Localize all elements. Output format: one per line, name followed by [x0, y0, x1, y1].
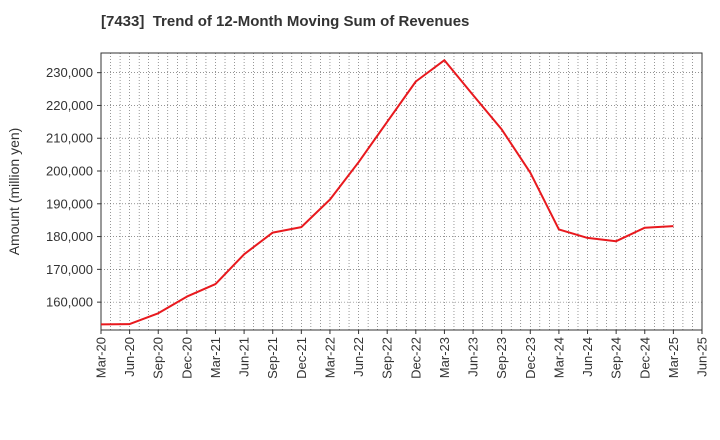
x-tick-label: Jun-25	[695, 337, 710, 377]
y-tick-label: 220,000	[46, 98, 93, 113]
y-tick-label: 210,000	[46, 131, 93, 146]
grid-lines	[101, 53, 702, 330]
x-tick-label: Jun-20	[122, 337, 137, 377]
y-tick-label: 170,000	[46, 262, 93, 277]
x-tick-label: Dec-23	[523, 337, 538, 379]
x-tick-label: Sep-22	[380, 337, 395, 379]
chart-title: [7433] Trend of 12-Month Moving Sum of R…	[101, 13, 470, 30]
y-tick-label: 230,000	[46, 65, 93, 80]
x-tick-label: Dec-24	[637, 337, 652, 379]
x-tick-label: Dec-21	[294, 337, 309, 379]
x-tick-label: Mar-25	[666, 337, 681, 378]
x-axis-ticks: Mar-20 Jun-20 Sep-20 Dec-20 Mar-21 Jun-21 Sep-…	[94, 330, 710, 379]
x-tick-label: Sep-20	[151, 337, 166, 379]
x-tick-label: Jun-24	[580, 337, 595, 377]
x-tick-label: Jun-22	[351, 337, 366, 377]
y-tick-label: 180,000	[46, 229, 93, 244]
y-axis-label: Amount (million yen)	[6, 128, 22, 256]
x-tick-label: Dec-20	[179, 337, 194, 379]
y-tick-label: 190,000	[46, 196, 93, 211]
y-tick-label: 200,000	[46, 164, 93, 179]
x-tick-label: Jun-23	[466, 337, 481, 377]
x-tick-label: Mar-20	[94, 337, 109, 378]
x-tick-label: Mar-23	[437, 337, 452, 378]
y-tick-label: 160,000	[46, 295, 93, 310]
y-axis-ticks: 160,000 170,000 180,000 190,000 200,000 210,0…	[46, 65, 101, 310]
x-tick-label: Mar-22	[322, 337, 337, 378]
x-tick-label: Sep-21	[265, 337, 280, 379]
plot-frame	[100, 52, 703, 331]
x-tick-label: Sep-23	[494, 337, 509, 379]
x-tick-label: Mar-24	[551, 337, 566, 378]
x-tick-label: Dec-22	[408, 337, 423, 379]
x-tick-label: Mar-21	[208, 337, 223, 378]
x-tick-label: Sep-24	[609, 337, 624, 379]
x-tick-label: Jun-21	[237, 337, 252, 377]
